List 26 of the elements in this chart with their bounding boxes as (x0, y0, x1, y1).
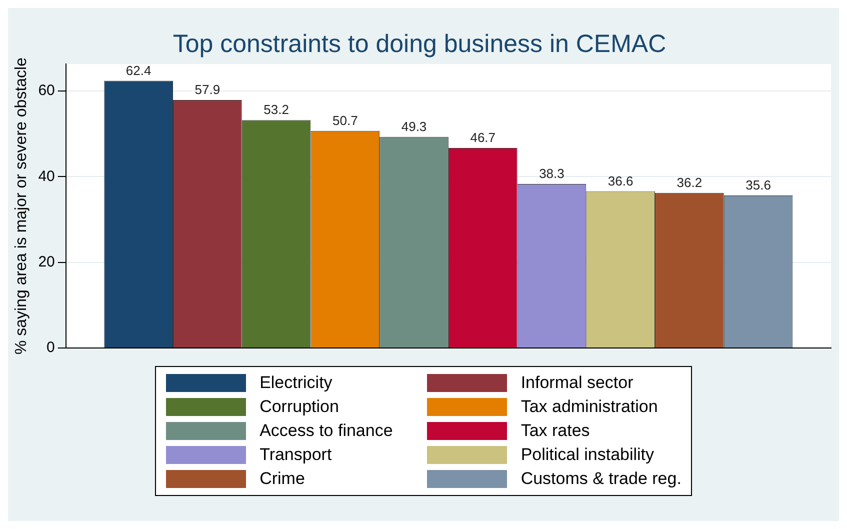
legend-label: Electricity (260, 373, 332, 393)
y-tick-label: 60 (38, 82, 55, 100)
data-label: 50.7 (332, 112, 358, 128)
y-tick-label: 20 (38, 253, 55, 270)
legend-label: Transport (260, 445, 332, 465)
y-tick-label: 0 (46, 339, 55, 356)
data-label: 46.7 (470, 130, 496, 146)
y-tick-label: 40 (38, 168, 55, 185)
legend-label: Political instability (520, 445, 654, 465)
legend-label: Crime (260, 469, 305, 489)
chart-title: Top constraints to doing business in CEMAC (172, 30, 666, 58)
legend-label: Corruption (260, 397, 339, 417)
data-label: 36.6 (608, 173, 634, 188)
legend-label: Customs & trade reg. (520, 469, 682, 489)
data-label: 36.2 (676, 175, 702, 190)
data-label: 53.2 (264, 102, 289, 118)
legend-label: Access to finance (260, 421, 393, 441)
legend-label: Informal sector (520, 373, 634, 393)
data-label: 57.9 (194, 82, 220, 98)
data-label: 38.3 (539, 166, 564, 182)
legend-label: Tax rates (520, 421, 590, 441)
data-label: 62.4 (126, 62, 152, 78)
data-label: 49.3 (401, 118, 427, 134)
data-label: 35.6 (746, 178, 771, 193)
y-axis-title: % saying area is major or severe obstacle (13, 57, 30, 355)
legend-label: Tax administration (520, 397, 658, 417)
